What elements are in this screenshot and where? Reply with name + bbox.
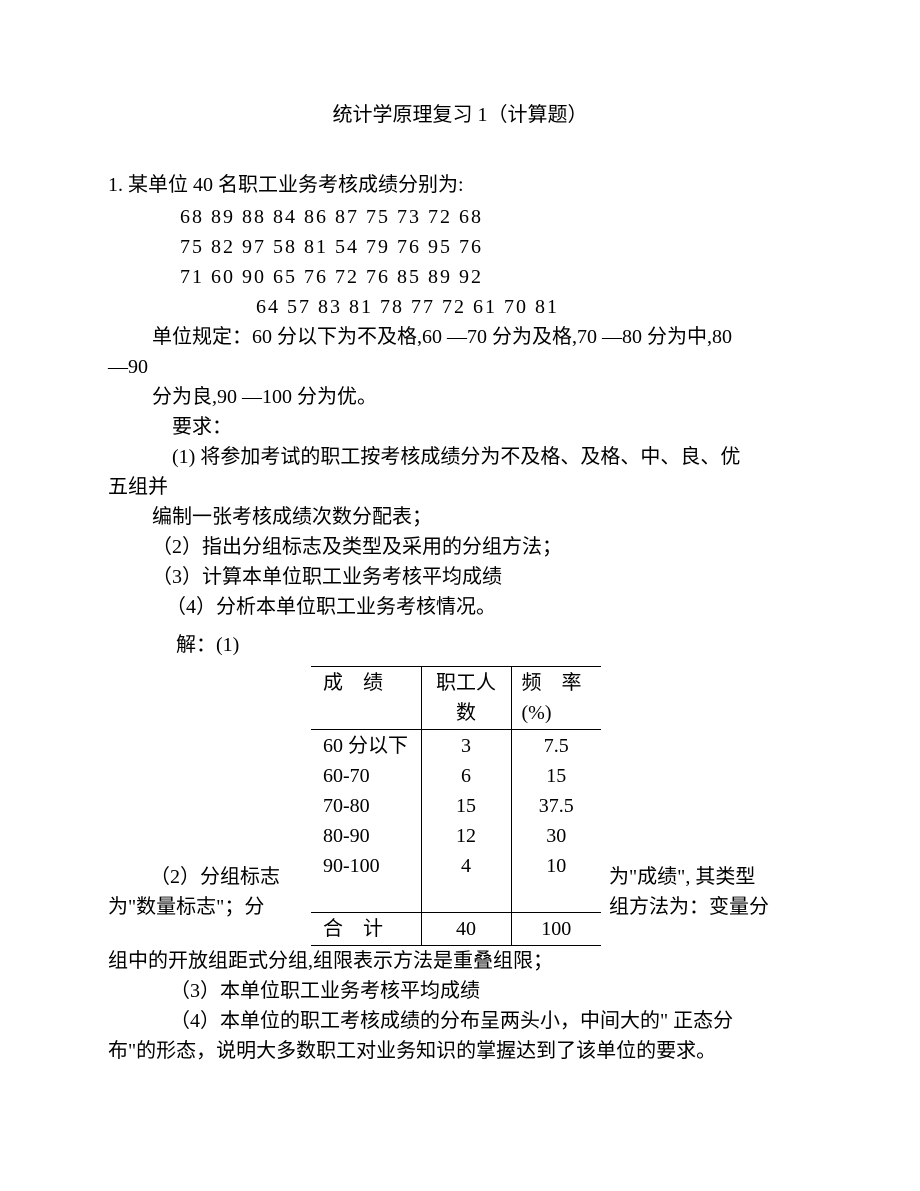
data-row-2: 75 82 97 58 81 54 79 76 95 76 — [108, 232, 812, 262]
req-2: （2）指出分组标志及类型及采用的分组方法； — [108, 532, 812, 562]
th-freq: 频 率(%) — [511, 667, 601, 730]
rule-line-1b: —90 — [108, 352, 812, 382]
rule-line-1: 单位规定：60 分以下为不及格,60 —70 分为及格,70 —80 分为中,8… — [108, 322, 812, 352]
th-count: 职工人数 — [421, 667, 511, 730]
ans2b-right: 组方法为：变量分 — [609, 892, 812, 922]
data-row-3: 71 60 90 65 76 72 76 85 89 92 — [108, 262, 812, 292]
cell-total-freq: 100 — [511, 913, 601, 946]
cell-freqs: 7.5 15 37.5 30 10 — [511, 730, 601, 913]
th-score: 成 绩 — [311, 667, 421, 730]
req-1b: 五组并 — [108, 472, 812, 502]
data-row-4: 64 57 83 81 78 77 72 61 70 81 — [108, 292, 812, 322]
distribution-table: 成 绩 职工人数 频 率(%) 60 分以下 60-70 70-80 80-90… — [311, 666, 601, 946]
req-1c: 编制一张考核成绩次数分配表； — [108, 502, 812, 532]
ans3: （3）本单位职工业务考核平均成绩 — [108, 976, 812, 1006]
ans4a: （4）本单位的职工考核成绩的分布呈两头小，中间大的" 正态分 — [108, 1006, 812, 1036]
req-3: （3）计算本单位职工业务考核平均成绩 — [108, 562, 812, 592]
solution-label: 解：(1) — [108, 630, 812, 660]
ans2-left: （2）分组标志 — [108, 862, 311, 892]
data-row-1: 68 89 88 84 86 87 75 73 72 68 — [108, 202, 812, 232]
page-title: 统计学原理复习 1（计算题） — [108, 100, 812, 130]
ans4b: 布"的形态，说明大多数职工对业务知识的掌握达到了该单位的要求。 — [108, 1036, 812, 1066]
cell-ranges: 60 分以下 60-70 70-80 80-90 90-100 — [311, 730, 421, 913]
req-4: （4）分析本单位职工业务考核情况。 — [108, 592, 812, 622]
ans2-right: 为"成绩", 其类型 — [609, 862, 812, 892]
cell-counts: 3 6 15 12 4 — [421, 730, 511, 913]
cell-total-label: 合 计 — [311, 913, 421, 946]
ans2c: 组中的开放组距式分组,组限表示方法是重叠组限； — [108, 946, 812, 976]
cell-total-count: 40 — [421, 913, 511, 946]
requirements-label: 要求： — [108, 412, 812, 442]
req-1a: (1) 将参加考试的职工按考核成绩分为不及格、及格、中、良、优 — [108, 442, 812, 472]
problem-stem: 1. 某单位 40 名职工业务考核成绩分别为: — [108, 170, 812, 200]
rule-line-2: 分为良,90 —100 分为优。 — [108, 382, 812, 412]
ans2b-left: 为"数量标志"；分 — [108, 892, 311, 922]
